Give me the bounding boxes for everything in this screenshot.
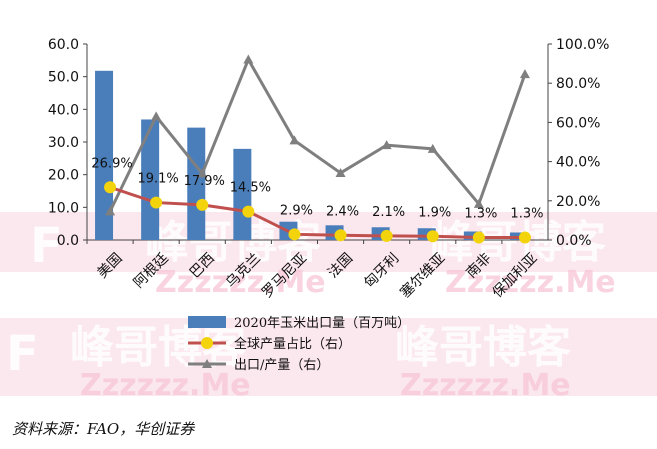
left-tick-label: 40.0 [48, 102, 79, 118]
share-data-label: 2.9% [280, 203, 313, 218]
right-tick-label: 40.0% [556, 155, 600, 171]
watermark-text: 峰哥博客 [395, 322, 571, 373]
bar [141, 119, 160, 240]
share-marker [334, 229, 347, 242]
ratio-line [108, 56, 527, 213]
ratio-marker [335, 167, 346, 177]
share-marker [104, 181, 117, 194]
ratio-marker [519, 69, 530, 79]
share-marker [380, 229, 393, 242]
left-tick-label: 50.0 [48, 70, 79, 86]
share-marker [426, 230, 439, 243]
bar [95, 70, 114, 240]
right-tick-label: 60.0% [556, 115, 600, 131]
data-labels: 26.9% 19.1% 17.9% 14.5% 2.9% 2.4% 2.1% 1.9% 1.3%… [91, 156, 543, 221]
legend-label: 2020年玉米出口量（百万吨） [234, 316, 410, 331]
share-marker [288, 228, 301, 241]
share-data-label: 2.1% [372, 205, 405, 220]
bar [463, 231, 482, 240]
right-tick-label: 100.0% [556, 37, 609, 53]
watermark-text: F [6, 326, 39, 382]
legend-label: 全球产量占比（右） [234, 336, 351, 352]
ratio-marker [427, 143, 438, 153]
legend-ratio-marker [202, 359, 212, 368]
ratio-marker [197, 168, 208, 178]
share-marker [472, 231, 485, 244]
left-tick-label: 30.0 [48, 135, 79, 151]
share-data-label: 14.5% [230, 181, 271, 196]
watermark-text: 峰哥博客 [430, 217, 606, 268]
share-data-label: 1.3% [510, 206, 543, 221]
share-data-label: 26.9% [91, 156, 132, 171]
source-note: 资料来源：FAO，华创证券 [12, 420, 195, 438]
share-marker [242, 205, 255, 218]
share-line [109, 185, 525, 239]
ratio-marker [473, 198, 484, 208]
right-tick-label: 0.0% [556, 233, 592, 249]
legend-label: 出口/产量（右） [234, 358, 329, 373]
watermark-text: Zzzzzz.Me [445, 265, 616, 300]
legend-share-marker [201, 337, 213, 349]
right-tick-label: 80.0% [556, 76, 600, 92]
ratio-marker [243, 54, 254, 64]
watermark-text: Zzzzzz.Me [400, 368, 571, 403]
left-tick-label: 20.0 [48, 168, 79, 184]
bar [417, 228, 436, 240]
ratio-marker [151, 111, 162, 121]
right-tick-label: 20.0% [556, 194, 600, 210]
watermark-text: Zzzzzz.Me [155, 265, 326, 300]
share-data-label: 17.9% [184, 174, 225, 189]
left-tick-label: 10.0 [48, 200, 79, 216]
legend: 2020年玉米出口量（百万吨） 全球产量占比（右） 出口/产量（右） [188, 316, 410, 373]
bar [187, 127, 206, 240]
share-data-label: 19.1% [137, 172, 178, 187]
share-marker [518, 231, 531, 244]
legend-bar-swatch [188, 316, 226, 328]
share-marker [196, 198, 209, 211]
share-data-label: 1.3% [464, 206, 497, 221]
share-data-label: 1.9% [418, 205, 451, 220]
left-tick-label: 60.0 [48, 37, 79, 53]
left-tick-label: 0.0 [57, 233, 79, 249]
ratio-marker [289, 135, 300, 145]
share-data-label: 2.4% [326, 204, 359, 219]
share-marker [150, 196, 163, 209]
ratio-marker [381, 140, 392, 150]
ratio-marker [105, 206, 116, 216]
line-series [104, 54, 531, 244]
watermark-band [0, 318, 657, 396]
watermark-text: F [30, 218, 63, 274]
watermark-text: Zzzzzz.Me [80, 368, 251, 403]
